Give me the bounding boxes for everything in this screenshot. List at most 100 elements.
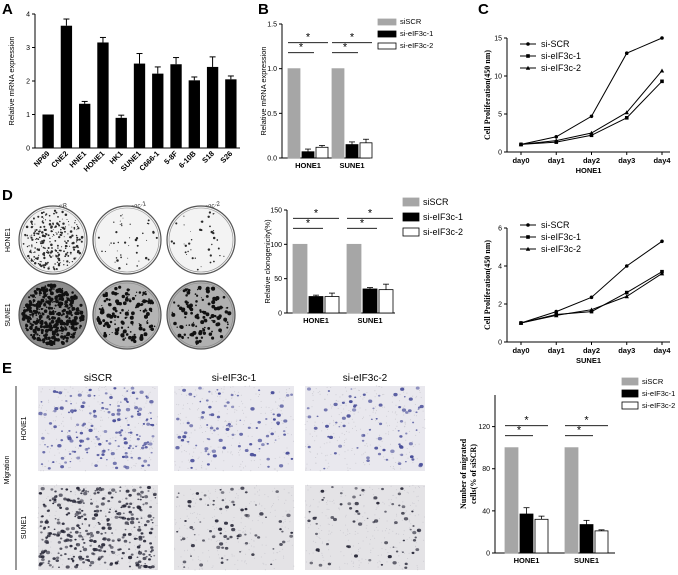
colony <box>211 300 216 305</box>
migrated-cell <box>93 395 96 397</box>
migrated-cell <box>313 426 318 430</box>
bar-sune1-si-eif3c-1 <box>579 524 594 554</box>
membrane-pore <box>180 413 181 415</box>
membrane-pore <box>222 560 224 562</box>
colony <box>185 303 188 306</box>
membrane-pore <box>392 430 394 431</box>
colony <box>32 316 34 318</box>
migrated-cell <box>115 491 117 493</box>
migrated-cell <box>63 497 67 501</box>
migrated-cell <box>221 499 225 502</box>
migrated-cell <box>239 432 244 436</box>
colony <box>207 248 211 251</box>
y-tick-label: 4 <box>26 12 30 19</box>
membrane-pore <box>204 541 206 543</box>
membrane-pore <box>413 410 415 412</box>
colony <box>40 328 44 333</box>
membrane-pore <box>132 458 134 460</box>
x-tick-label: day0 <box>512 156 529 165</box>
membrane-pore <box>201 467 203 469</box>
membrane-pore <box>343 445 345 447</box>
colony <box>219 254 221 257</box>
migrated-cell <box>111 532 114 534</box>
data-point <box>624 110 629 115</box>
membrane-pore <box>215 507 217 509</box>
migrated-cell <box>86 532 90 536</box>
colony <box>208 211 212 214</box>
membrane-pore <box>151 404 153 406</box>
membrane-pore <box>78 520 80 522</box>
membrane-pore <box>211 433 213 434</box>
membrane-pore <box>386 415 388 417</box>
membrane-pore <box>357 411 359 413</box>
membrane-pore <box>68 501 70 503</box>
migrated-cell <box>53 425 57 429</box>
colony <box>109 244 111 246</box>
membrane-pore <box>309 433 311 435</box>
membrane-pore <box>52 410 54 412</box>
legend-label: si-eIF3c-1 <box>541 232 581 242</box>
migrated-cell <box>102 550 105 552</box>
membrane-pore <box>193 451 195 453</box>
migrated-cell <box>257 438 263 443</box>
membrane-pore <box>220 487 222 489</box>
membrane-pore <box>342 394 344 396</box>
migrated-cell <box>47 532 51 535</box>
colony <box>31 244 33 246</box>
membrane-pore <box>251 539 253 541</box>
migrated-cell <box>44 444 46 446</box>
legend-swatch <box>621 389 639 398</box>
migrated-cell <box>352 520 356 523</box>
membrane-pore <box>153 428 155 430</box>
membrane-pore <box>346 563 348 565</box>
colony <box>30 252 33 254</box>
membrane-pore <box>58 462 60 464</box>
membrane-pore <box>412 395 414 397</box>
colony <box>36 232 38 235</box>
colony <box>32 252 34 254</box>
colony <box>61 309 65 313</box>
colony <box>144 292 147 296</box>
membrane-pore <box>312 540 314 542</box>
colony <box>58 312 61 314</box>
membrane-pore <box>234 564 236 566</box>
membrane-pore <box>63 425 65 427</box>
migrated-cell <box>123 437 127 440</box>
membrane-pore <box>187 420 189 422</box>
membrane-pore <box>51 462 53 464</box>
x-tick-label: day2 <box>583 156 600 165</box>
membrane-pore <box>243 543 245 545</box>
colony <box>66 264 69 267</box>
membrane-pore <box>70 418 72 420</box>
membrane-pore <box>180 419 182 421</box>
colony <box>138 323 142 327</box>
migrated-cell <box>206 438 209 440</box>
membrane-pore <box>39 523 41 524</box>
membrane-pore <box>86 516 88 518</box>
migrated-cell <box>71 559 75 562</box>
migrated-cell <box>176 530 179 533</box>
membrane-pore <box>342 490 344 492</box>
membrane-pore <box>201 465 203 467</box>
migrated-cell <box>106 408 109 411</box>
colony <box>120 223 123 225</box>
migrated-cell <box>124 417 127 420</box>
membrane-pore <box>265 536 267 538</box>
migrated-cell <box>54 406 59 411</box>
membrane-pore <box>223 386 225 388</box>
membrane-pore <box>415 434 417 436</box>
membrane-pore <box>237 559 239 561</box>
migrated-cell <box>274 439 277 441</box>
membrane-pore <box>418 485 420 487</box>
colony <box>72 319 77 324</box>
membrane-pore <box>187 567 189 569</box>
membrane-pore <box>361 454 363 456</box>
membrane-pore <box>385 422 387 424</box>
membrane-pore <box>139 417 141 419</box>
migrated-cell <box>187 504 191 508</box>
membrane-pore <box>121 498 123 500</box>
membrane-pore <box>222 452 224 454</box>
colony <box>207 215 210 219</box>
migrated-cell <box>67 557 70 560</box>
